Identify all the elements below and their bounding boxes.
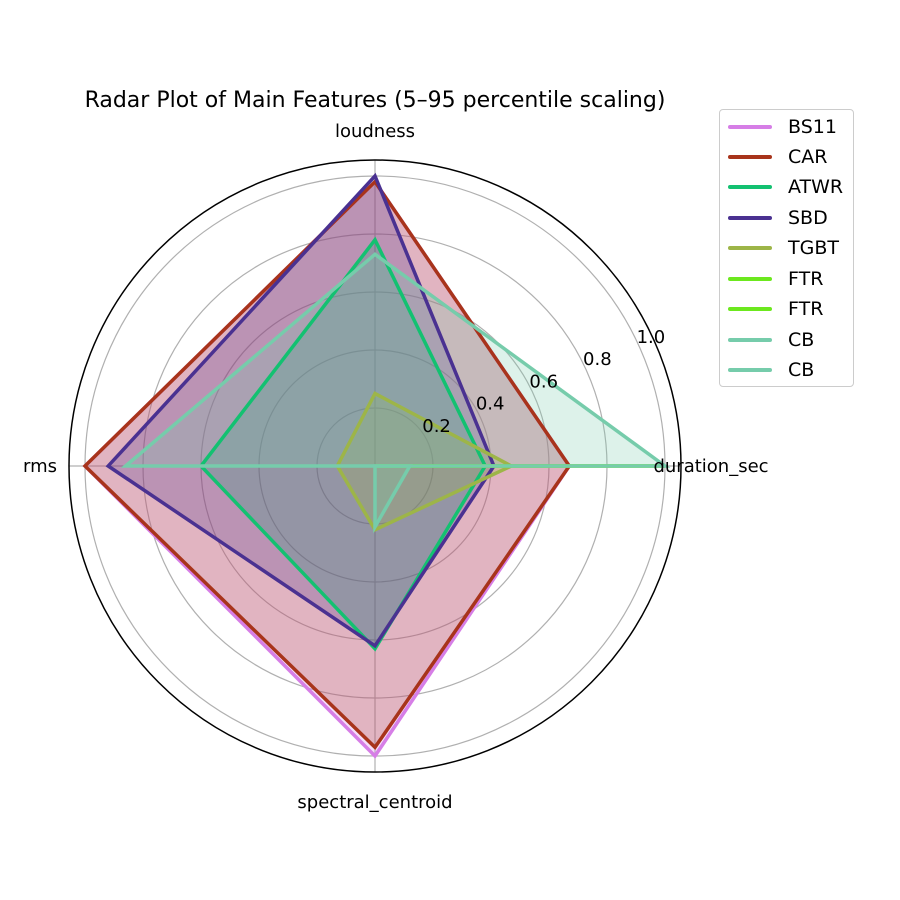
- legend-swatch: [728, 338, 772, 342]
- legend-swatch: [728, 246, 772, 250]
- legend-label: ATWR: [788, 176, 844, 198]
- radial-tick-label: 0.6: [529, 371, 558, 392]
- legend-swatch: [728, 125, 772, 129]
- legend-label: FTR: [788, 268, 824, 290]
- legend-item: FTR: [728, 294, 823, 324]
- legend-swatch: [728, 185, 772, 189]
- radial-tick-label: 1.0: [637, 327, 666, 348]
- series-fill: [337, 393, 512, 530]
- legend-label: FTR: [788, 298, 824, 320]
- legend: BS11 CAR ATWR SBD TGBT FTR FTR CB CB: [719, 109, 854, 387]
- legend-item: CB: [728, 325, 814, 355]
- outer-frame: [68, 159, 682, 773]
- series-fill: [125, 254, 666, 466]
- legend-label: CAR: [788, 146, 828, 168]
- axis-label-loudness: loudness: [335, 121, 415, 142]
- radial-tick-label: 0.8: [583, 349, 612, 370]
- series-line: [105, 172, 496, 649]
- legend-label: CB: [788, 329, 815, 351]
- axis-label-spectral-centroid: spectral_centroid: [297, 792, 452, 813]
- legend-label: CB: [788, 359, 815, 381]
- axis-label-rms: rms: [23, 456, 57, 477]
- series-line: [120, 252, 671, 468]
- series-line: [82, 179, 572, 750]
- legend-item: ATWR: [728, 172, 843, 202]
- legend-item: FTR: [728, 264, 823, 294]
- radial-tick-label: 0.2: [422, 416, 451, 437]
- legend-item: CB: [728, 355, 814, 385]
- legend-item: TGBT: [728, 233, 839, 263]
- legend-swatch: [728, 277, 772, 281]
- legend-label: TGBT: [788, 237, 839, 259]
- legend-label: SBD: [788, 207, 828, 229]
- legend-item: BS11: [728, 112, 837, 142]
- series-fill: [201, 239, 486, 649]
- legend-swatch: [728, 216, 772, 220]
- legend-swatch: [728, 368, 772, 372]
- legend-item: CAR: [728, 142, 827, 172]
- series-line: [373, 464, 413, 534]
- legend-swatch: [728, 307, 772, 311]
- legend-swatch: [728, 155, 772, 159]
- radial-tick-labels: 0.2 0.4 0.6 0.8 1.0: [422, 327, 665, 437]
- legend-item: SBD: [728, 203, 828, 233]
- axis-label-duration: duration_sec: [653, 456, 768, 477]
- series-fill: [85, 181, 570, 757]
- legend-label: BS11: [788, 116, 837, 138]
- radial-tick-label: 0.4: [476, 394, 505, 415]
- series-lines: [82, 172, 671, 759]
- series-fill: [108, 176, 494, 646]
- chart-title: Radar Plot of Main Features (5–95 percen…: [85, 88, 666, 113]
